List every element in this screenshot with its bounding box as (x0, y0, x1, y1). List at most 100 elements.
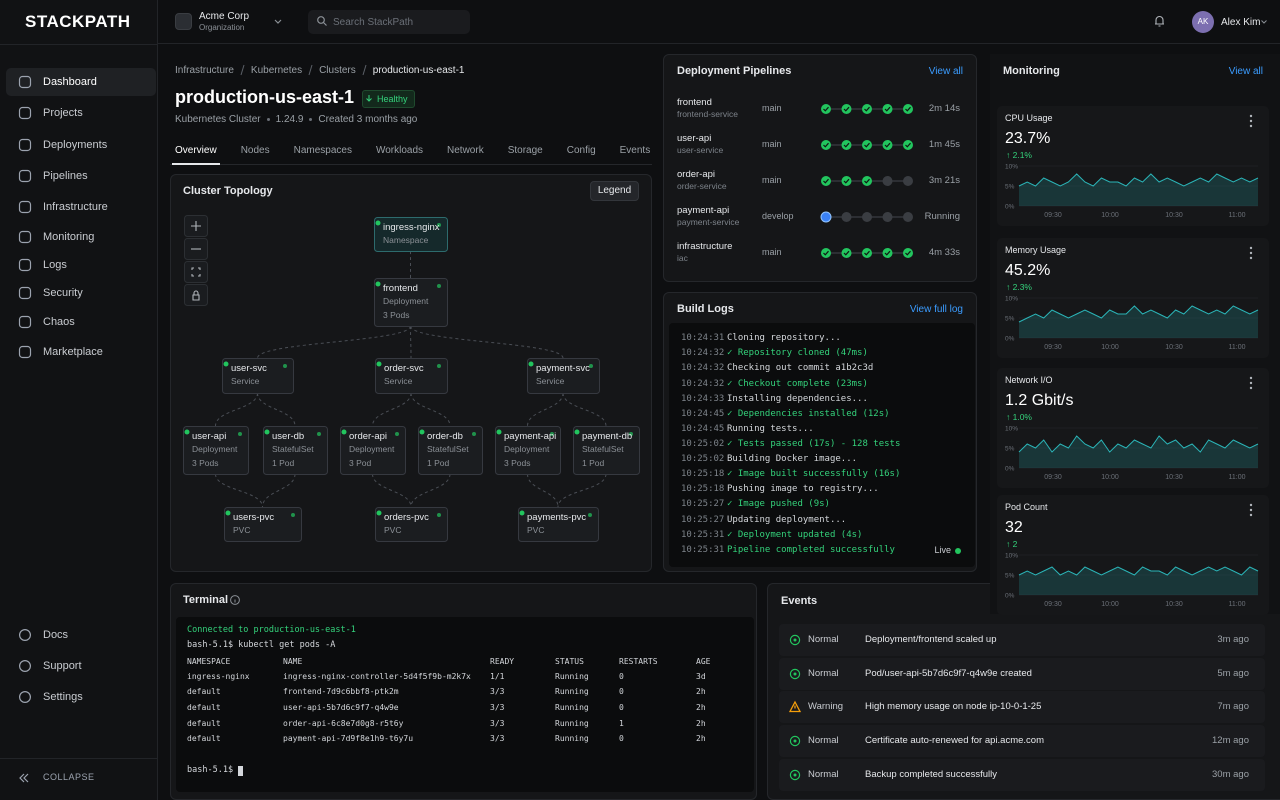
tab[interactable]: Storage (507, 144, 543, 156)
node-label: frontend (383, 283, 418, 294)
nav-icon (18, 169, 32, 183)
event-time: 3m ago (1217, 633, 1249, 645)
topology-node[interactable]: user-db StatefulSet 1 Pod (263, 426, 328, 475)
pipeline-stage (862, 140, 872, 150)
view-full-log-link[interactable]: View full log (909, 303, 963, 315)
nav-item[interactable]: Dashboard (43, 75, 97, 88)
tab[interactable]: Workloads (375, 144, 424, 156)
terminal-column: NAME (283, 656, 303, 666)
icon-shape (1249, 513, 1253, 517)
node-pods: 3 Pods (383, 310, 409, 320)
node-kind: PVC (233, 525, 250, 535)
terminal-cell: 0 (619, 687, 624, 697)
topology-node[interactable]: orders-pvc PVC (375, 507, 448, 542)
tab[interactable]: Events (619, 144, 651, 156)
tab[interactable]: Nodes (240, 144, 270, 156)
stage-check (864, 106, 870, 112)
log-console (669, 323, 975, 567)
metric-area (1019, 567, 1258, 595)
pipeline-name[interactable]: frontend (677, 96, 712, 108)
avatar[interactable] (1192, 11, 1214, 33)
org-chevron (274, 19, 282, 24)
log-time: 10:25:31 (681, 544, 725, 555)
event-time: 12m ago (1212, 734, 1249, 746)
node-box (224, 507, 302, 542)
x-tick-label: 10:30 (1165, 212, 1183, 219)
breadcrumb-item[interactable]: Clusters (319, 64, 356, 76)
pipeline-name[interactable]: order-api (677, 168, 716, 180)
nav-item[interactable]: Logs (43, 258, 67, 271)
log-time: 10:25:27 (681, 514, 725, 525)
nav-icon (18, 106, 32, 120)
topology-edge (557, 473, 607, 508)
breadcrumb-item[interactable]: Kubernetes (250, 64, 303, 76)
pipeline-name[interactable]: user-api (677, 132, 712, 144)
node-status-dot (419, 429, 425, 435)
tab[interactable]: Config (566, 144, 596, 156)
topology-node[interactable]: frontend Deployment 3 Pods (374, 278, 448, 327)
terminal-cell: order-api-6c8e7d0g8-r5t6y (283, 718, 404, 728)
nav-item[interactable]: Monitoring (43, 230, 95, 243)
node-box (573, 426, 640, 475)
topology-node[interactable]: user-api Deployment 3 Pods (183, 426, 249, 475)
cluster-meta: Kubernetes Cluster (175, 113, 261, 125)
node-status-dot (528, 361, 534, 367)
topology-node[interactable]: user-svc Service (222, 358, 294, 394)
nav-item[interactable]: Projects (43, 106, 83, 119)
topology-node[interactable]: users-pvc PVC (224, 507, 302, 542)
topology-node[interactable]: payments-pvc PVC (518, 507, 599, 542)
topology-node[interactable]: order-db StatefulSet 1 Pod (418, 426, 483, 475)
topology-node[interactable]: payment-api Deployment 3 Pods (495, 426, 561, 475)
footer-nav-item[interactable]: Docs (43, 628, 69, 641)
tab[interactable]: Network (447, 144, 484, 156)
topology-node[interactable]: order-svc Service (375, 358, 448, 394)
nav-item[interactable]: Infrastructure (43, 200, 108, 213)
nav-item[interactable]: Security (43, 286, 83, 299)
collapse[interactable]: COLLAPSE (43, 772, 95, 783)
nav-item[interactable]: Chaos (43, 315, 75, 328)
nav-item[interactable]: Pipelines (43, 169, 88, 182)
stage-check (823, 250, 829, 256)
view-all-link[interactable]: View all (928, 65, 963, 77)
node-status-dot (589, 364, 593, 368)
stage-check (843, 142, 850, 148)
log-text: Checking out commit a1b2c3d (727, 363, 874, 374)
node-pods: 1 Pod (427, 458, 449, 468)
tab[interactable]: Overview (175, 144, 217, 156)
zoom-button[interactable] (184, 261, 208, 283)
log-text: Installing dependencies... (727, 393, 868, 404)
nav-item[interactable]: Marketplace (43, 345, 103, 358)
search-box[interactable] (308, 10, 470, 34)
footer-nav-item[interactable]: Support (43, 659, 82, 672)
pipeline-name[interactable]: payment-api (677, 204, 730, 216)
terminal-cell: ingress-nginx-controller-5d4f5f9b-m2k7x (283, 671, 471, 681)
panel-title: Deployment Pipelines (677, 64, 792, 77)
topology-node[interactable]: payment-svc Service (527, 358, 600, 394)
footer-nav-item[interactable]: Settings (43, 690, 83, 703)
topology-node[interactable]: ingress-nginx Namespace (374, 217, 448, 252)
pipeline-branch: main (762, 103, 782, 114)
node-status-dot (629, 432, 633, 436)
terminal-cell: 3/3 (490, 703, 505, 712)
event-level: Warning (808, 701, 844, 713)
pipeline-stage (821, 248, 831, 258)
stage-check (864, 178, 870, 184)
pipeline-name[interactable]: infrastructure (677, 240, 733, 252)
topology-node[interactable]: payment-db StatefulSet 1 Pod (573, 426, 640, 475)
view-all-link[interactable]: View all (1228, 65, 1263, 77)
pipeline-branch: develop (762, 211, 794, 222)
nav-item[interactable]: Deployments (43, 138, 108, 151)
org-name[interactable]: Acme Corp (199, 10, 250, 22)
topology-node[interactable]: order-api Deployment 3 Pod (340, 426, 406, 475)
x-tick-label: 09:30 (1044, 601, 1062, 608)
node-status-dot (574, 429, 580, 435)
node-label: user-svc (231, 363, 267, 374)
panel-title: Build Logs (677, 302, 734, 315)
stage-check (905, 106, 911, 112)
event-time: 30m ago (1212, 768, 1249, 780)
pipeline-stage (903, 248, 913, 258)
legend-button[interactable]: Legend (590, 181, 639, 201)
breadcrumb-item[interactable]: Infrastructure (175, 64, 234, 76)
tab[interactable]: Namespaces (293, 144, 352, 156)
